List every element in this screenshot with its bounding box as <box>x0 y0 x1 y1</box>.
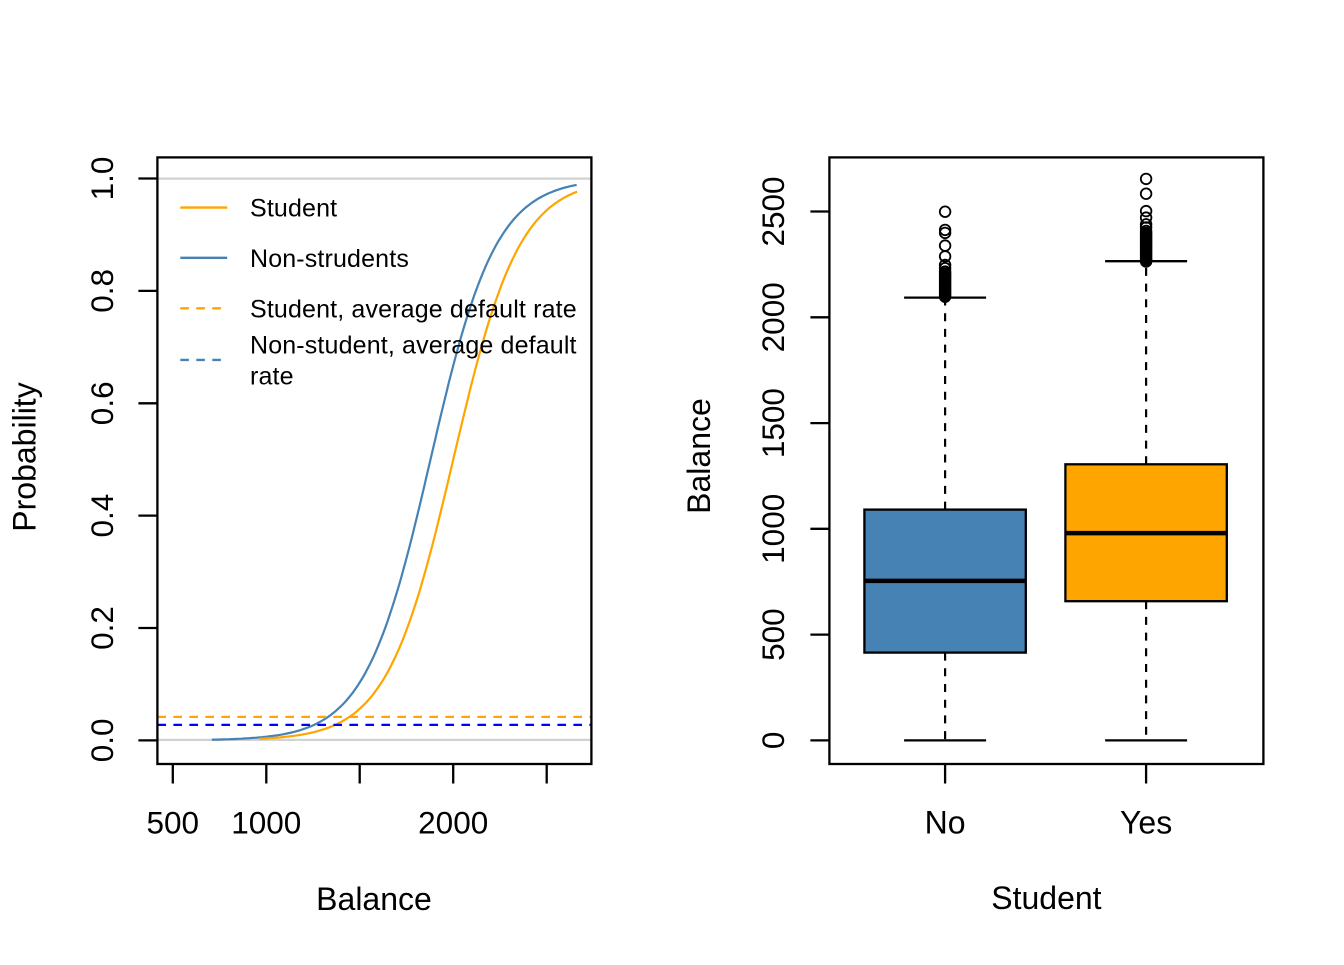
svg-text:Non-strudents: Non-strudents <box>250 245 409 273</box>
svg-text:Yes: Yes <box>1120 805 1172 841</box>
svg-text:0.6: 0.6 <box>84 381 120 425</box>
svg-text:0.0: 0.0 <box>84 719 120 763</box>
svg-text:0.4: 0.4 <box>84 494 120 538</box>
svg-text:500: 500 <box>755 608 791 661</box>
svg-text:1000: 1000 <box>755 494 791 564</box>
svg-text:0: 0 <box>755 732 791 750</box>
svg-text:No: No <box>925 805 966 841</box>
svg-text:rate: rate <box>250 363 294 391</box>
svg-text:Student, average default rate: Student, average default rate <box>250 295 577 323</box>
svg-text:2500: 2500 <box>755 176 791 246</box>
svg-text:1.0: 1.0 <box>84 157 120 201</box>
svg-text:Balance: Balance <box>316 881 432 917</box>
svg-text:Student: Student <box>991 880 1101 916</box>
svg-text:2000: 2000 <box>755 282 791 352</box>
svg-text:Student: Student <box>250 195 337 223</box>
svg-text:1000: 1000 <box>231 805 301 841</box>
svg-text:0.8: 0.8 <box>84 269 120 313</box>
svg-text:Non-student, average default: Non-student, average default <box>250 331 577 359</box>
svg-text:Probability: Probability <box>7 382 43 531</box>
svg-text:Balance: Balance <box>681 398 717 514</box>
svg-text:1500: 1500 <box>755 388 791 458</box>
svg-text:2000: 2000 <box>418 805 488 841</box>
svg-text:500: 500 <box>147 805 200 841</box>
svg-text:0.2: 0.2 <box>84 606 120 650</box>
